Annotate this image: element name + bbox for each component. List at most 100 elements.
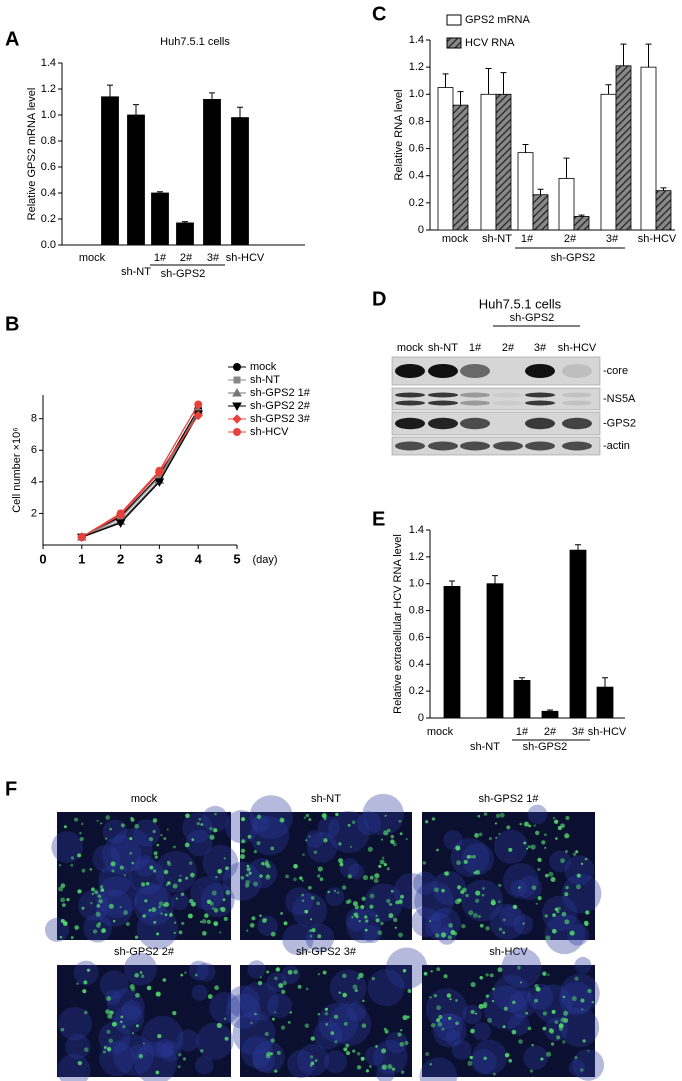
signal <box>280 1025 286 1030</box>
signal <box>581 1008 584 1011</box>
signal <box>375 1045 378 1048</box>
blot-band <box>460 364 490 378</box>
nuclei <box>413 871 437 896</box>
signal <box>436 1005 441 1010</box>
nuclei <box>461 879 504 922</box>
nuclei <box>434 1013 463 1042</box>
signal <box>157 1033 162 1039</box>
bar <box>437 87 454 231</box>
signal <box>535 830 540 836</box>
nuclei <box>285 887 314 916</box>
signal <box>140 882 146 887</box>
signal <box>369 893 375 899</box>
signal <box>580 1068 584 1072</box>
nuclei <box>472 1022 492 1041</box>
signal <box>381 1064 387 1070</box>
signal <box>475 890 481 896</box>
signal <box>512 904 518 910</box>
signal <box>487 1017 493 1023</box>
panel-label: E <box>372 508 385 530</box>
signal <box>369 1065 372 1068</box>
signal <box>384 814 387 817</box>
bar <box>480 93 497 231</box>
nuclei <box>267 993 292 1018</box>
signal <box>498 883 502 888</box>
signal <box>59 935 63 939</box>
signal <box>360 904 365 910</box>
signal <box>270 846 275 851</box>
marker <box>193 410 203 421</box>
signal <box>502 1025 506 1029</box>
signal <box>187 913 193 919</box>
blot-band <box>428 400 458 406</box>
panel-label: D <box>372 288 386 310</box>
signal <box>544 914 548 918</box>
nuclei <box>110 828 153 871</box>
nuclei <box>57 1006 92 1041</box>
signal <box>207 994 213 999</box>
signal <box>564 833 570 839</box>
micrograph-label: sh-GPS2 2# <box>114 946 175 958</box>
signal <box>225 866 229 871</box>
blot-band <box>460 441 490 451</box>
signal <box>474 833 479 838</box>
y-tick-label: 1.0 <box>409 578 424 590</box>
signal <box>349 845 353 848</box>
signal <box>253 881 259 887</box>
nuclei <box>191 984 208 1001</box>
nuclei <box>346 908 382 944</box>
signal <box>314 1059 318 1062</box>
signal <box>534 998 538 1003</box>
signal <box>304 909 309 914</box>
signal <box>438 1014 443 1020</box>
signal <box>225 890 231 895</box>
nuclei <box>99 970 129 1000</box>
bar <box>596 686 614 719</box>
blot-band <box>525 441 555 451</box>
signal <box>213 908 219 913</box>
x-tick-label: 1# <box>154 252 167 264</box>
signal <box>342 992 347 998</box>
signal <box>139 971 143 974</box>
signal <box>81 906 85 910</box>
signal <box>587 1049 590 1053</box>
blot-strip <box>391 411 601 436</box>
signal <box>287 1020 291 1024</box>
signal <box>317 973 320 976</box>
signal <box>564 892 569 897</box>
signal <box>184 971 187 974</box>
signal <box>441 1027 445 1031</box>
bar <box>573 216 590 231</box>
signal <box>393 917 398 923</box>
signal <box>575 850 579 854</box>
nuclei <box>363 925 382 944</box>
blot-band <box>428 441 458 451</box>
signal <box>173 845 176 849</box>
signal <box>383 863 387 867</box>
signal <box>240 817 246 822</box>
signal <box>313 850 317 854</box>
signal <box>455 999 458 1002</box>
blot-strip <box>391 387 601 411</box>
signal <box>361 1023 367 1028</box>
signal <box>485 973 489 977</box>
signal <box>83 980 88 985</box>
y-tick-label: 1.2 <box>41 83 56 95</box>
blot-band <box>460 400 490 406</box>
signal <box>165 883 169 887</box>
signal <box>475 869 480 875</box>
signal <box>557 826 562 831</box>
signal <box>270 1052 273 1056</box>
signal <box>556 1035 561 1040</box>
bar <box>486 583 504 719</box>
nuclei <box>549 850 571 873</box>
signal <box>434 887 439 893</box>
signal <box>131 861 135 865</box>
y-tick-label: 0.4 <box>409 170 424 182</box>
signal <box>547 973 550 977</box>
nuclei <box>365 1046 385 1066</box>
signal <box>158 901 164 907</box>
nuclei <box>572 1049 605 1081</box>
signal <box>211 890 217 896</box>
nuclei <box>489 903 526 940</box>
